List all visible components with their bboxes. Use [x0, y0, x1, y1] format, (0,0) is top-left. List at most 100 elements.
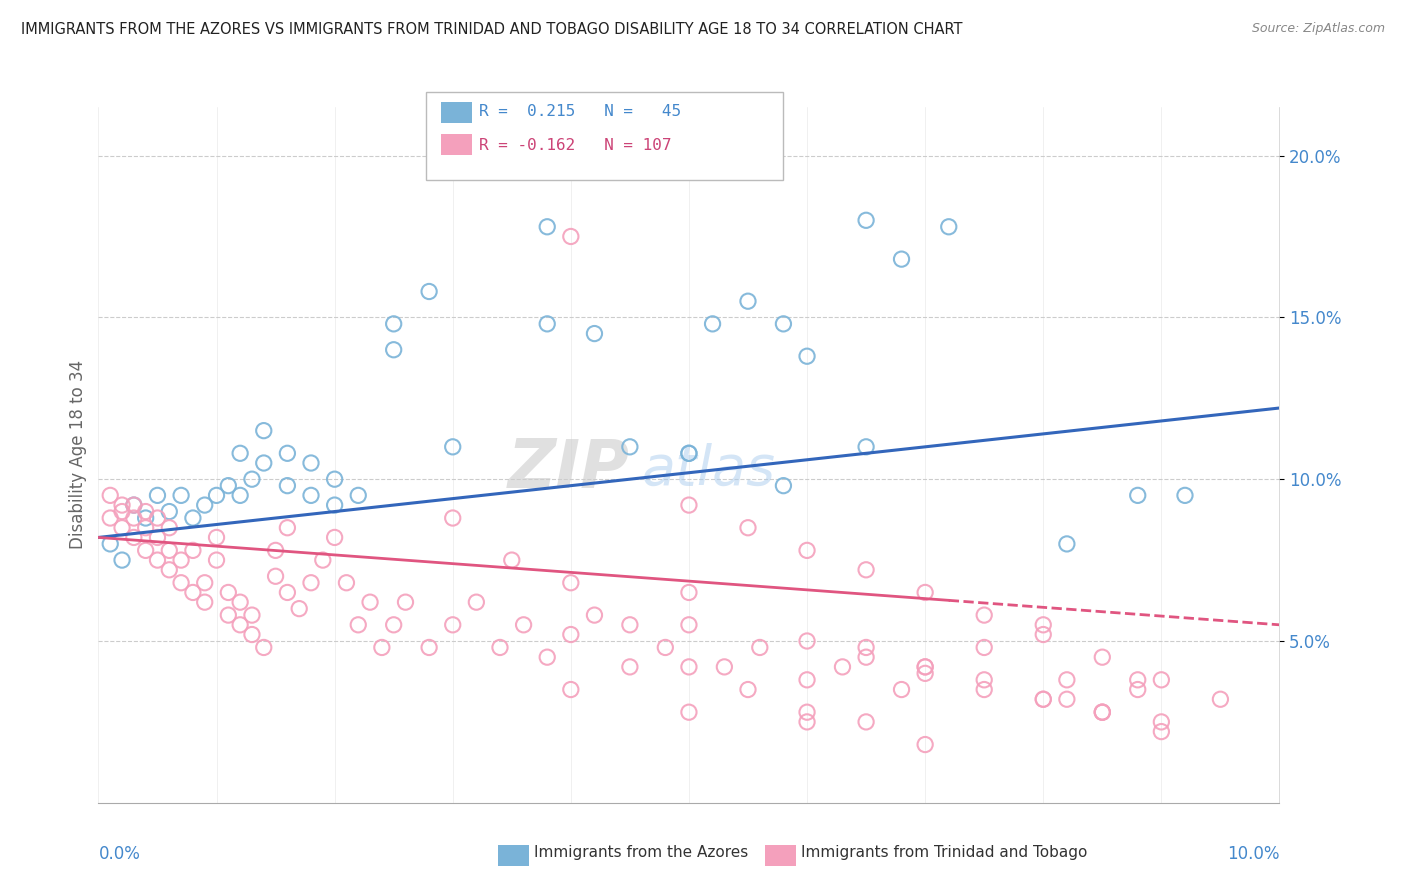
Point — [170, 575, 193, 590]
Point — [796, 673, 818, 687]
Point — [737, 521, 759, 535]
Point — [1091, 705, 1114, 719]
Point — [382, 617, 405, 632]
Point — [205, 531, 228, 545]
Point — [111, 553, 134, 567]
Point — [855, 440, 877, 454]
Point — [240, 627, 263, 641]
Point — [855, 714, 877, 729]
Point — [678, 498, 700, 512]
Point — [157, 504, 180, 518]
Point — [205, 553, 228, 567]
Point — [135, 521, 157, 535]
Point — [229, 488, 252, 502]
Point — [796, 349, 818, 363]
Point — [796, 543, 818, 558]
Point — [831, 660, 853, 674]
Point — [157, 521, 180, 535]
Point — [737, 682, 759, 697]
Point — [135, 504, 157, 518]
Point — [619, 617, 641, 632]
Point — [394, 595, 416, 609]
Point — [890, 682, 912, 697]
Point — [240, 472, 263, 486]
Point — [678, 446, 700, 460]
Point — [276, 446, 298, 460]
Text: IMMIGRANTS FROM THE AZORES VS IMMIGRANTS FROM TRINIDAD AND TOBAGO DISABILITY AGE: IMMIGRANTS FROM THE AZORES VS IMMIGRANTS… — [21, 22, 963, 37]
Text: Source: ZipAtlas.com: Source: ZipAtlas.com — [1251, 22, 1385, 36]
Point — [489, 640, 512, 655]
Point — [536, 219, 558, 234]
Point — [229, 617, 252, 632]
Point — [1150, 724, 1173, 739]
Point — [536, 317, 558, 331]
Point — [914, 585, 936, 599]
Point — [111, 504, 134, 518]
Point — [276, 585, 298, 599]
Point — [1174, 488, 1197, 502]
Point — [1032, 692, 1054, 706]
Point — [1209, 692, 1232, 706]
Point — [253, 424, 276, 438]
Point — [122, 531, 145, 545]
Point — [122, 498, 145, 512]
Point — [441, 440, 464, 454]
Point — [855, 650, 877, 665]
Point — [441, 617, 464, 632]
Point — [512, 617, 534, 632]
Point — [157, 543, 180, 558]
Point — [654, 640, 676, 655]
Point — [299, 456, 322, 470]
Point — [1091, 705, 1114, 719]
Point — [1150, 673, 1173, 687]
Point — [194, 498, 217, 512]
Point — [441, 511, 464, 525]
Point — [111, 521, 134, 535]
Point — [170, 488, 193, 502]
Point — [560, 627, 582, 641]
Point — [737, 294, 759, 309]
Point — [146, 531, 169, 545]
Point — [194, 575, 217, 590]
Point — [323, 498, 346, 512]
Point — [98, 488, 121, 502]
Point — [217, 478, 239, 492]
Point — [713, 660, 735, 674]
Point — [914, 738, 936, 752]
Point — [347, 617, 370, 632]
Point — [264, 543, 287, 558]
Point — [1056, 692, 1078, 706]
Point — [1056, 537, 1078, 551]
Point — [359, 595, 381, 609]
Y-axis label: Disability Age 18 to 34: Disability Age 18 to 34 — [69, 360, 87, 549]
Point — [772, 317, 794, 331]
Point — [973, 673, 995, 687]
Point — [914, 666, 936, 681]
Point — [772, 478, 794, 492]
Point — [229, 595, 252, 609]
Point — [855, 563, 877, 577]
Point — [501, 553, 523, 567]
Point — [560, 229, 582, 244]
Point — [619, 440, 641, 454]
Point — [973, 640, 995, 655]
Point — [1056, 673, 1078, 687]
Point — [111, 498, 134, 512]
Point — [583, 608, 606, 623]
Point — [276, 478, 298, 492]
Point — [938, 219, 960, 234]
Point — [1091, 650, 1114, 665]
Point — [382, 343, 405, 357]
Point — [418, 640, 440, 655]
Text: R = -0.162   N = 107: R = -0.162 N = 107 — [479, 138, 672, 153]
Text: Immigrants from the Azores: Immigrants from the Azores — [534, 846, 748, 860]
Point — [1150, 714, 1173, 729]
Point — [146, 488, 169, 502]
Text: ZIP: ZIP — [508, 436, 630, 502]
Point — [678, 446, 700, 460]
Point — [181, 543, 204, 558]
Point — [170, 553, 193, 567]
Point — [122, 511, 145, 525]
Point — [1126, 488, 1149, 502]
Point — [914, 660, 936, 674]
